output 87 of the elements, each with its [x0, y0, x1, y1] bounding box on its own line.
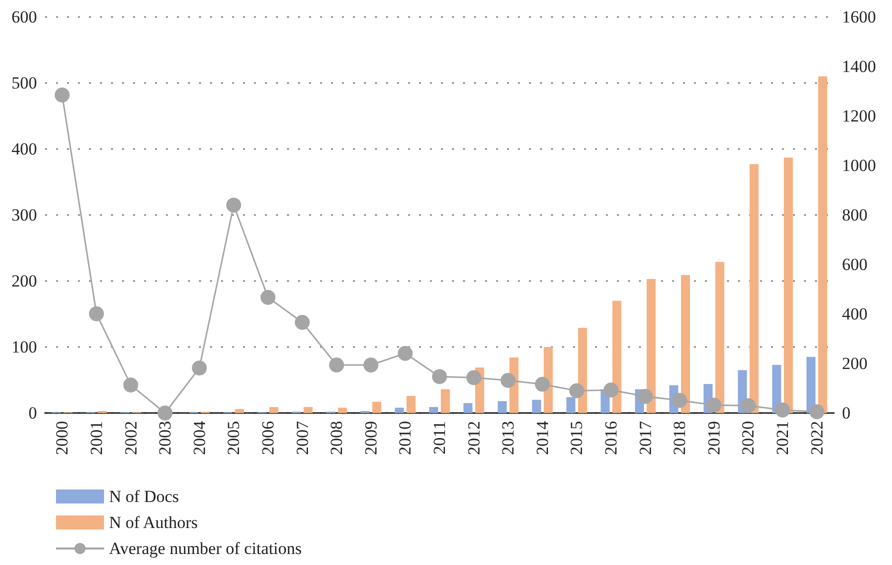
x-tick-label: 2016	[602, 421, 621, 455]
bar	[498, 401, 507, 413]
x-tick-label: 2004	[190, 420, 209, 455]
point	[466, 370, 482, 386]
point	[363, 357, 378, 372]
x-tick-label: 2000	[52, 421, 72, 455]
bar	[750, 164, 759, 413]
x-tick-label: 2005	[224, 421, 244, 455]
y-tick-label: 400	[12, 140, 37, 158]
point	[432, 369, 447, 384]
point	[775, 402, 790, 418]
y2-tick-label: 600	[842, 255, 868, 274]
x-tick-label: 2015	[567, 421, 586, 455]
point	[500, 372, 516, 388]
bar	[304, 407, 313, 413]
y2-tick-label: 1600	[842, 8, 876, 26]
point	[226, 198, 242, 213]
point	[672, 392, 688, 408]
bar	[235, 409, 244, 413]
bar	[612, 300, 622, 413]
bar	[784, 158, 793, 413]
y2-tick-label: 1000	[842, 156, 876, 175]
bar	[578, 328, 588, 413]
bar	[429, 407, 438, 413]
bar	[646, 279, 656, 413]
point	[123, 378, 138, 393]
bar	[680, 275, 690, 413]
bar	[269, 407, 278, 413]
point	[398, 346, 413, 361]
x-tick-label: 2012	[464, 421, 484, 455]
point	[54, 87, 70, 102]
x-tick-label: 2018	[670, 421, 690, 455]
y-tick-label: 600	[12, 8, 37, 26]
x-tick-label: 2019	[704, 421, 724, 455]
bar	[715, 262, 724, 413]
bar	[806, 356, 816, 413]
bar	[818, 76, 828, 413]
point	[638, 388, 653, 404]
x-tick-label: 2006	[258, 421, 278, 455]
legend-label: N of Authors	[109, 513, 198, 532]
x-tick-label: 2002	[121, 421, 140, 455]
x-tick-label: 2008	[327, 421, 346, 455]
bar	[532, 400, 542, 413]
point	[740, 398, 756, 414]
y2-tick-label: 400	[842, 304, 868, 324]
bar	[394, 408, 404, 413]
legend-label: Average number of citations	[109, 539, 302, 558]
x-tick-label: 2020	[738, 421, 758, 455]
point	[534, 376, 550, 392]
x-tick-label: 2003	[156, 421, 175, 455]
x-tick-label: 2010	[396, 421, 415, 455]
x-tick-label: 2009	[361, 421, 380, 455]
bar	[372, 402, 382, 413]
point	[294, 314, 310, 330]
x-tick-label: 2013	[498, 421, 518, 455]
y2-tick-label: 1200	[842, 106, 876, 126]
y2-tick-label: 1400	[842, 57, 876, 76]
legend-label: N of Docs	[109, 487, 179, 506]
point	[809, 404, 824, 420]
point	[329, 357, 344, 372]
point	[158, 406, 173, 420]
x-tick-label: 2014	[532, 420, 552, 455]
bar	[566, 397, 576, 413]
x-tick-label: 2007	[292, 420, 312, 455]
x-tick-label: 2022	[807, 421, 826, 455]
y-tick-label: 200	[12, 272, 37, 290]
y2-tick-label: 800	[842, 206, 868, 224]
point	[604, 382, 619, 398]
y2-tick-label: 200	[842, 354, 868, 373]
y2-tick-label: 0	[842, 404, 850, 422]
bar	[463, 403, 472, 413]
x-tick-label: 2001	[86, 421, 106, 455]
y-tick-label: 100	[12, 338, 37, 356]
bar	[440, 389, 450, 413]
point	[88, 306, 104, 322]
x-tick-label: 2011	[430, 421, 449, 454]
point	[706, 398, 722, 413]
bar	[406, 396, 416, 413]
point	[192, 360, 207, 376]
bar	[338, 408, 347, 413]
y-tick-label: 0	[28, 404, 37, 422]
x-tick-label: 2021	[773, 421, 792, 455]
point	[569, 383, 584, 398]
x-tick-label: 2017	[636, 420, 655, 455]
y-tick-label: 300	[12, 206, 37, 224]
point	[260, 290, 276, 305]
y-tick-label: 500	[12, 74, 37, 92]
